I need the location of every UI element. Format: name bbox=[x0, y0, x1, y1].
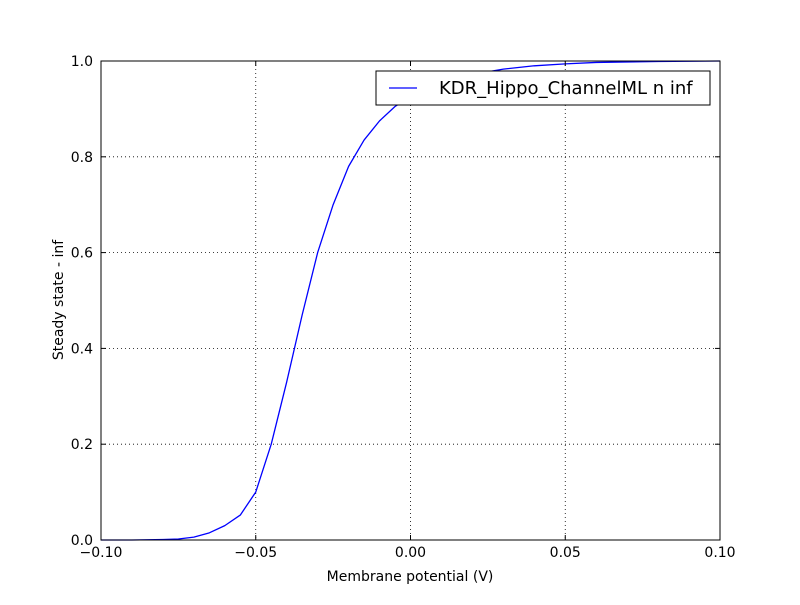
series-layer bbox=[101, 60, 721, 541]
y-tick-label: 1.0 bbox=[71, 54, 93, 70]
x-tick-labels: −0.10 −0.05 0.00 0.05 0.10 bbox=[80, 545, 736, 561]
x-tick-label: 0.00 bbox=[395, 545, 426, 561]
y-tick-label: 0.2 bbox=[71, 437, 93, 453]
x-tick-label: 0.05 bbox=[550, 545, 581, 561]
series-line bbox=[101, 60, 721, 541]
plot-background bbox=[101, 61, 720, 540]
legend: KDR_Hippo_ChannelML n inf bbox=[375, 70, 711, 106]
x-axis-title: Membrane potential (V) bbox=[327, 569, 494, 585]
y-tick-label: 0.6 bbox=[71, 246, 93, 262]
ticks bbox=[100, 60, 721, 541]
y-tick-labels: 0.0 0.2 0.4 0.6 0.8 1.0 bbox=[71, 54, 93, 549]
y-tick-label: 0.0 bbox=[71, 533, 93, 549]
x-tick-label: 0.10 bbox=[704, 545, 735, 561]
y-tick-label: 0.4 bbox=[71, 341, 93, 357]
legend-label: KDR_Hippo_ChannelML n inf bbox=[439, 78, 693, 99]
x-tick-label: −0.05 bbox=[234, 545, 277, 561]
x-tick-label: −0.10 bbox=[80, 545, 123, 561]
y-axis-title: Steady state - inf bbox=[51, 239, 67, 360]
y-tick-label: 0.8 bbox=[71, 150, 93, 166]
legend-frame bbox=[375, 70, 711, 106]
